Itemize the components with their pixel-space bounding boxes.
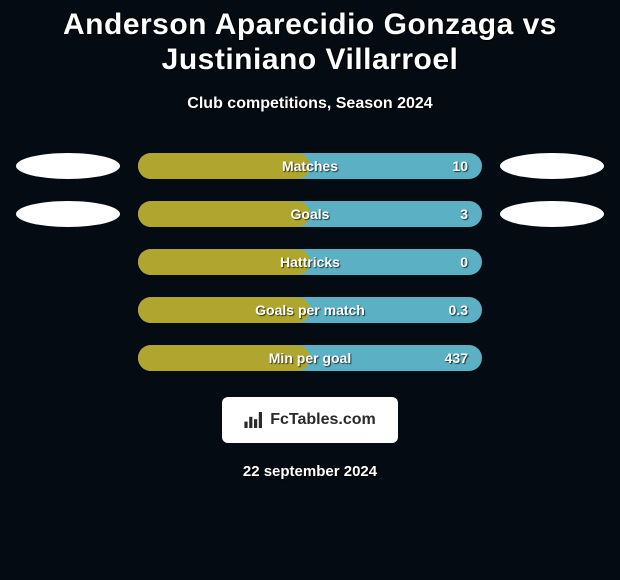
- stat-right-value: 10: [452, 158, 468, 174]
- stat-right-value: 437: [445, 350, 468, 366]
- stat-row: Min per goal 437: [10, 345, 610, 371]
- stat-right-value: 3: [460, 206, 468, 222]
- stat-row: Hattricks 0: [10, 249, 610, 275]
- stat-right-value: 0.3: [449, 302, 468, 318]
- source-badge: FcTables.com: [222, 397, 398, 443]
- stat-label: Hattricks: [280, 254, 340, 270]
- subtitle: Club competitions, Season 2024: [10, 95, 610, 113]
- pill-left-fill: [138, 201, 310, 227]
- barchart-icon: [244, 412, 264, 428]
- page-title: Anderson Aparecidio Gonzaga vs Justinian…: [10, 8, 610, 77]
- right-oval: [500, 153, 604, 179]
- stat-label: Goals per match: [255, 302, 365, 318]
- stat-pill: Matches 10: [138, 153, 482, 179]
- stat-pill: Hattricks 0: [138, 249, 482, 275]
- stats-rows: Matches 10 Goals 3 Hattricks 0 Goals per match…: [10, 153, 610, 371]
- date-text: 22 september 2024: [10, 463, 610, 480]
- stat-label: Min per goal: [269, 350, 351, 366]
- stat-row: Matches 10: [10, 153, 610, 179]
- stat-pill: Goals 3: [138, 201, 482, 227]
- badge-text: FcTables.com: [270, 411, 376, 429]
- right-oval: [500, 201, 604, 227]
- left-oval: [16, 201, 120, 227]
- stat-label: Goals: [291, 206, 330, 222]
- stat-row: Goals per match 0.3: [10, 297, 610, 323]
- stat-right-value: 0: [460, 254, 468, 270]
- stat-label: Matches: [282, 158, 338, 174]
- stat-pill: Min per goal 437: [138, 345, 482, 371]
- left-oval: [16, 153, 120, 179]
- stat-row: Goals 3: [10, 201, 610, 227]
- stat-pill: Goals per match 0.3: [138, 297, 482, 323]
